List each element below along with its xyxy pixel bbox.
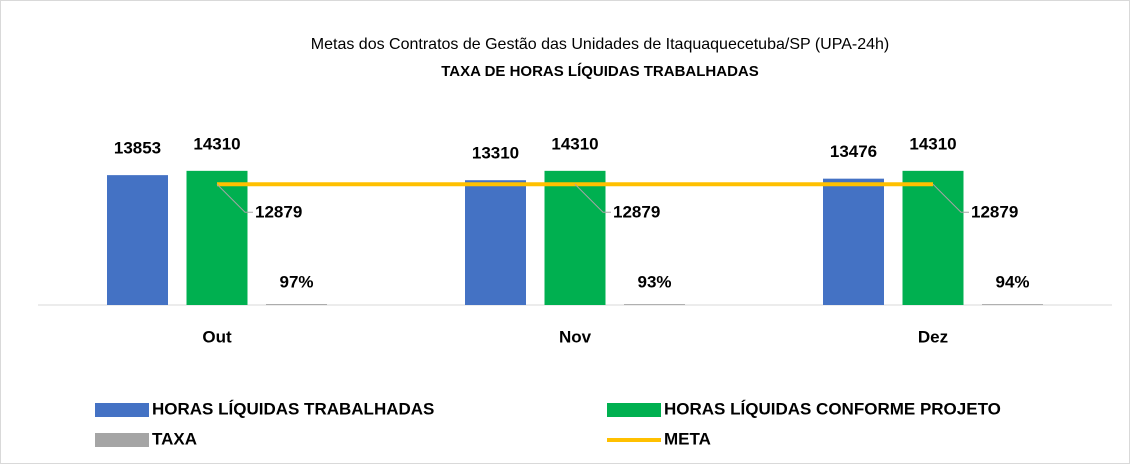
data-label: 13853	[114, 139, 161, 158]
data-label: 14310	[909, 134, 956, 153]
legend-swatch	[607, 403, 661, 417]
data-label: 14310	[551, 134, 598, 153]
bar	[186, 170, 248, 305]
data-label: 12879	[971, 203, 1018, 222]
leader-line	[216, 183, 253, 213]
bar	[902, 170, 964, 305]
bar	[982, 304, 1043, 305]
data-label: 13310	[472, 144, 519, 163]
data-label: 13476	[830, 142, 877, 161]
data-label: 12879	[255, 203, 302, 222]
bar	[823, 178, 884, 305]
leader-line	[574, 183, 611, 213]
bar	[544, 170, 606, 305]
data-label: 12879	[613, 203, 660, 222]
data-label: 14310	[193, 134, 240, 153]
bar	[465, 180, 526, 305]
data-label: 93%	[637, 272, 671, 291]
legend-swatch	[95, 433, 149, 447]
leader-line	[932, 183, 969, 213]
bar	[107, 175, 168, 305]
legend-label: META	[664, 429, 711, 448]
legend-swatch	[95, 403, 149, 417]
legend-label: HORAS LÍQUIDAS CONFORME PROJETO	[664, 399, 1001, 418]
data-label: 94%	[995, 272, 1029, 291]
x-tick-label: Out	[202, 327, 232, 346]
x-tick-label: Nov	[559, 327, 592, 346]
bar	[624, 304, 685, 305]
chart-title: Metas dos Contratos de Gestão das Unidad…	[311, 36, 889, 53]
chart-subtitle: TAXA DE HORAS LÍQUIDAS TRABALHADAS	[441, 63, 759, 80]
bar	[266, 304, 327, 305]
data-label: 97%	[279, 272, 313, 291]
x-tick-label: Dez	[918, 327, 948, 346]
legend-label: HORAS LÍQUIDAS TRABALHADAS	[152, 399, 434, 418]
legend-label: TAXA	[152, 429, 197, 448]
